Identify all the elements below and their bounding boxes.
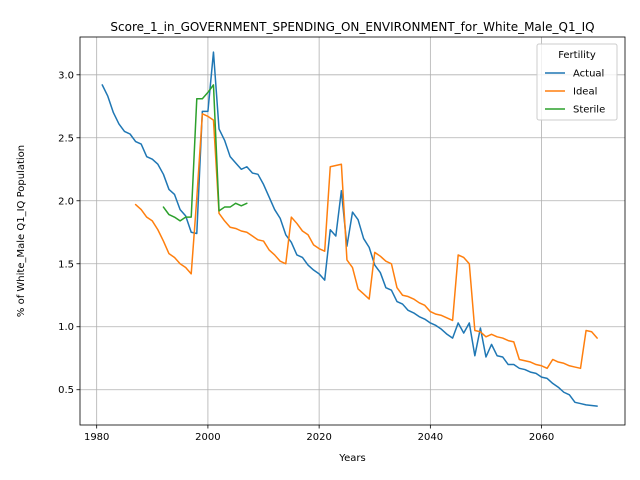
legend-label-ideal: Ideal bbox=[573, 87, 597, 98]
y-tick-label: 1.0 bbox=[58, 322, 74, 333]
series-lines bbox=[101, 51, 598, 407]
y-tick-label: 0.5 bbox=[58, 385, 74, 396]
axis-ticks: 1980 2000 2020 2040 2060 0.5 1.0 1.5 2.0 2.5 3.0 bbox=[58, 70, 554, 443]
legend-label-sterile: Sterile bbox=[573, 105, 605, 116]
legend-title: Fertility bbox=[558, 50, 596, 61]
x-axis-label: Years bbox=[338, 453, 365, 464]
y-tick-label: 2.0 bbox=[58, 196, 74, 207]
y-tick-label: 2.5 bbox=[58, 133, 74, 144]
x-tick-label: 1980 bbox=[84, 432, 109, 443]
series-line-actual bbox=[101, 51, 598, 407]
y-tick-label: 3.0 bbox=[58, 70, 74, 81]
legend: Fertility Actual Ideal Sterile bbox=[536, 43, 618, 121]
x-tick-label: 2000 bbox=[195, 432, 220, 443]
x-tick-label: 2020 bbox=[306, 432, 331, 443]
series-line-ideal bbox=[134, 113, 598, 370]
legend-label-actual: Actual bbox=[573, 69, 604, 80]
x-tick-label: 2060 bbox=[529, 432, 554, 443]
legend-items: Actual Ideal Sterile bbox=[545, 69, 605, 116]
y-axis-label: % of White_Male Q1_IQ Population bbox=[16, 145, 27, 317]
legend-box bbox=[536, 43, 618, 121]
x-tick-label: 2040 bbox=[418, 432, 443, 443]
plot-area-frame bbox=[79, 36, 626, 426]
grid bbox=[80, 37, 625, 425]
series-line-sterile bbox=[162, 84, 248, 222]
y-tick-label: 1.5 bbox=[58, 259, 74, 270]
chart-title: Score_1_in_GOVERNMENT_SPENDING_ON_ENVIRO… bbox=[110, 20, 594, 34]
